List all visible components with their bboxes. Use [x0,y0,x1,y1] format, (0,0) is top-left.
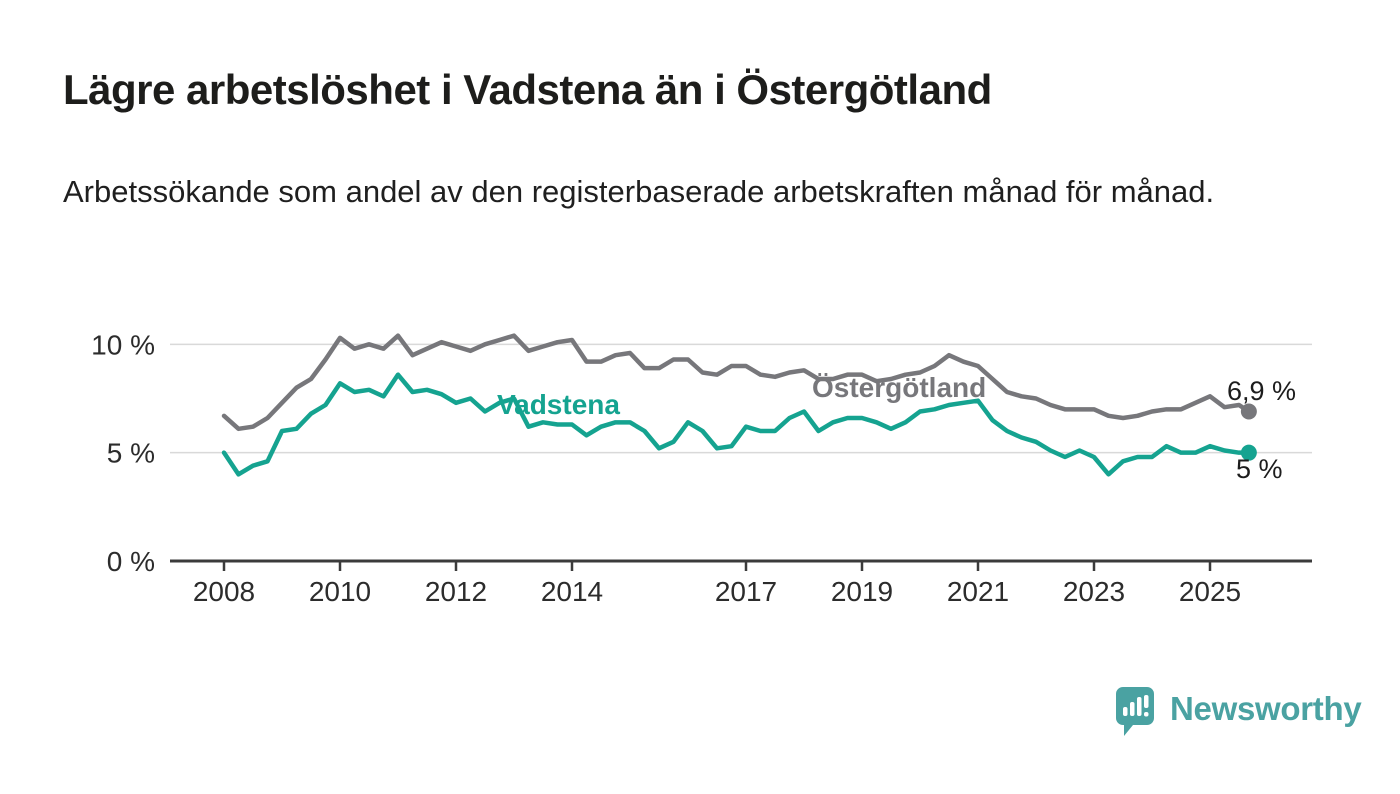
x-tick-label: 2008 [193,576,255,607]
x-tick-label: 2017 [715,576,777,607]
x-tick-label: 2010 [309,576,371,607]
y-tick-label: 5 % [107,438,155,469]
y-tick-label: 0 % [107,546,155,577]
x-tick-label: 2019 [831,576,893,607]
x-tick-label: 2012 [425,576,487,607]
x-tick-label: 2023 [1063,576,1125,607]
newsworthy-bubble-icon [1116,687,1154,736]
x-tick-label: 2014 [541,576,603,607]
x-tick-label: 2025 [1179,576,1241,607]
vadstena-line [221,372,1252,477]
östergötland-line [221,333,1252,432]
page-title: Lägre arbetslöshet i Vadstena än i Öster… [63,66,992,113]
end-value-vadstena: 5 % [1236,454,1283,484]
series-label-ostergotland: Östergötland [812,372,986,403]
newsworthy-wordmark: Newsworthy [1170,690,1362,727]
x-tick-label: 2021 [947,576,1009,607]
y-tick-label: 10 % [91,329,155,360]
series-label-vadstena: Vadstena [497,389,620,420]
page-subtitle: Arbetssökande som andel av den registerb… [63,174,1215,209]
gridlines: 0 % 5 % 10 % [91,329,1312,577]
series-lines [221,333,1257,477]
x-axis: 2008 2010 2012 2014 2017 2019 2021 2023 2025 [170,559,1312,607]
newsworthy-logo: Newsworthy [1115,686,1362,738]
end-value-ostergotland: 6,9 % [1227,376,1296,406]
vadstena-end-dot [1240,444,1257,461]
östergötland-end-dot [1240,403,1257,420]
